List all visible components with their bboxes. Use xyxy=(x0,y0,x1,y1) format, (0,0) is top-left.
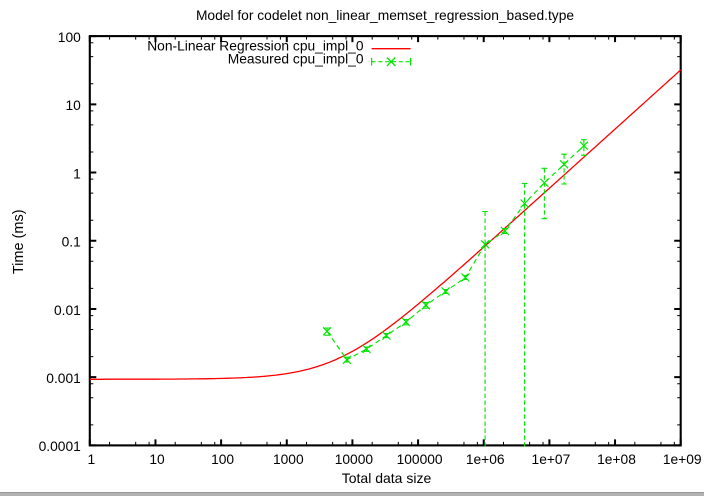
svg-text:0.0001: 0.0001 xyxy=(39,439,81,454)
svg-text:1e+09: 1e+09 xyxy=(663,452,702,467)
svg-text:10: 10 xyxy=(65,98,81,113)
svg-text:100000: 100000 xyxy=(397,452,443,467)
svg-text:1e+08: 1e+08 xyxy=(597,452,636,467)
svg-text:0.1: 0.1 xyxy=(62,235,81,250)
svg-text:1: 1 xyxy=(73,166,81,181)
svg-text:Non-Linear Regression cpu_impl: Non-Linear Regression cpu_impl_0 xyxy=(147,39,364,54)
svg-text:100: 100 xyxy=(211,452,234,467)
svg-text:Model for codelet non_linear_m: Model for codelet non_linear_memset_regr… xyxy=(196,8,574,23)
svg-text:Measured cpu_impl_0: Measured cpu_impl_0 xyxy=(228,52,364,67)
svg-text:1000: 1000 xyxy=(273,452,304,467)
svg-text:Time (ms): Time (ms) xyxy=(11,209,27,274)
svg-text:1e+06: 1e+06 xyxy=(466,452,505,467)
svg-text:0.001: 0.001 xyxy=(46,371,81,386)
svg-text:0.01: 0.01 xyxy=(54,303,81,318)
svg-text:10: 10 xyxy=(149,452,165,467)
svg-text:Total data size: Total data size xyxy=(342,470,432,486)
svg-text:100: 100 xyxy=(58,30,81,45)
svg-text:10000: 10000 xyxy=(335,452,374,467)
svg-text:1e+07: 1e+07 xyxy=(532,452,571,467)
svg-text:1: 1 xyxy=(87,452,95,467)
